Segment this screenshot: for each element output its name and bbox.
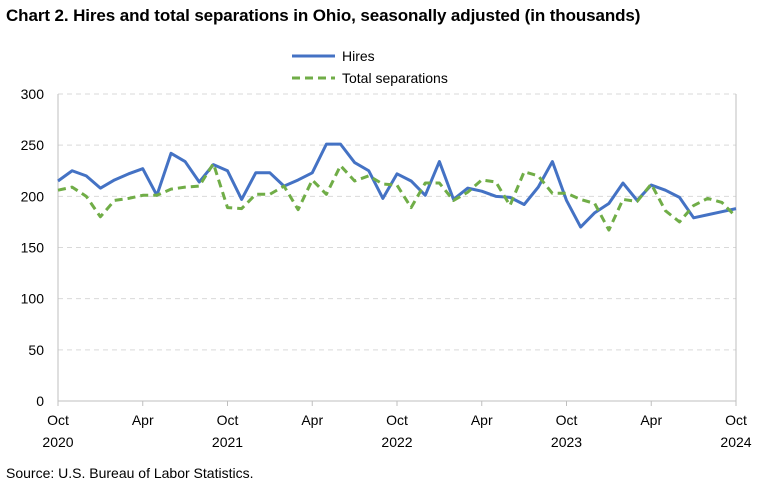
x-tick-label: Oct — [556, 412, 578, 428]
source-note: Source: U.S. Bureau of Labor Statistics. — [6, 465, 254, 481]
x-tick-label: Apr — [640, 412, 662, 428]
legend-label: Total separations — [342, 70, 448, 86]
x-tick-label: Apr — [301, 412, 323, 428]
x-tick-year-label: 2024 — [720, 434, 751, 450]
chart-title: Chart 2. Hires and total separations in … — [6, 6, 641, 25]
gridlines — [58, 93, 736, 351]
x-tick-year-label: 2022 — [381, 434, 412, 450]
y-tick-label: 200 — [21, 188, 45, 204]
x-tick-label: Apr — [132, 412, 154, 428]
x-tick-label: Oct — [47, 412, 69, 428]
x-tick-year-label: 2023 — [551, 434, 582, 450]
y-tick-label: 100 — [21, 291, 45, 307]
x-tick-label: Apr — [471, 412, 493, 428]
hires-series-line — [57, 142, 737, 229]
series-lines — [57, 142, 738, 232]
x-tick-label: Oct — [217, 412, 239, 428]
y-tick-label: 0 — [36, 393, 44, 409]
y-tick-label: 250 — [21, 137, 45, 153]
y-tick-label: 300 — [21, 86, 45, 102]
x-axis-tick-labels: Oct 2020 Apr Oct 2021 Apr Oct 2022 Apr Oct 2023 Apr… — [42, 412, 751, 450]
x-tick-label: Oct — [725, 412, 747, 428]
legend: Hires Total separations — [292, 48, 448, 86]
x-tick-year-label: 2021 — [212, 434, 243, 450]
x-tick-label: Oct — [386, 412, 408, 428]
y-tick-label: 50 — [28, 342, 44, 358]
y-axis-tick-labels: 0 50 100 150 200 250 300 — [21, 86, 45, 409]
legend-item-hires: Hires — [292, 48, 375, 64]
axes — [57, 94, 737, 406]
y-tick-label: 150 — [21, 240, 45, 256]
x-tick-year-label: 2020 — [42, 434, 73, 450]
total-separations-series-line — [57, 162, 738, 232]
legend-label: Hires — [342, 48, 375, 64]
legend-item-total-separations: Total separations — [292, 70, 448, 86]
